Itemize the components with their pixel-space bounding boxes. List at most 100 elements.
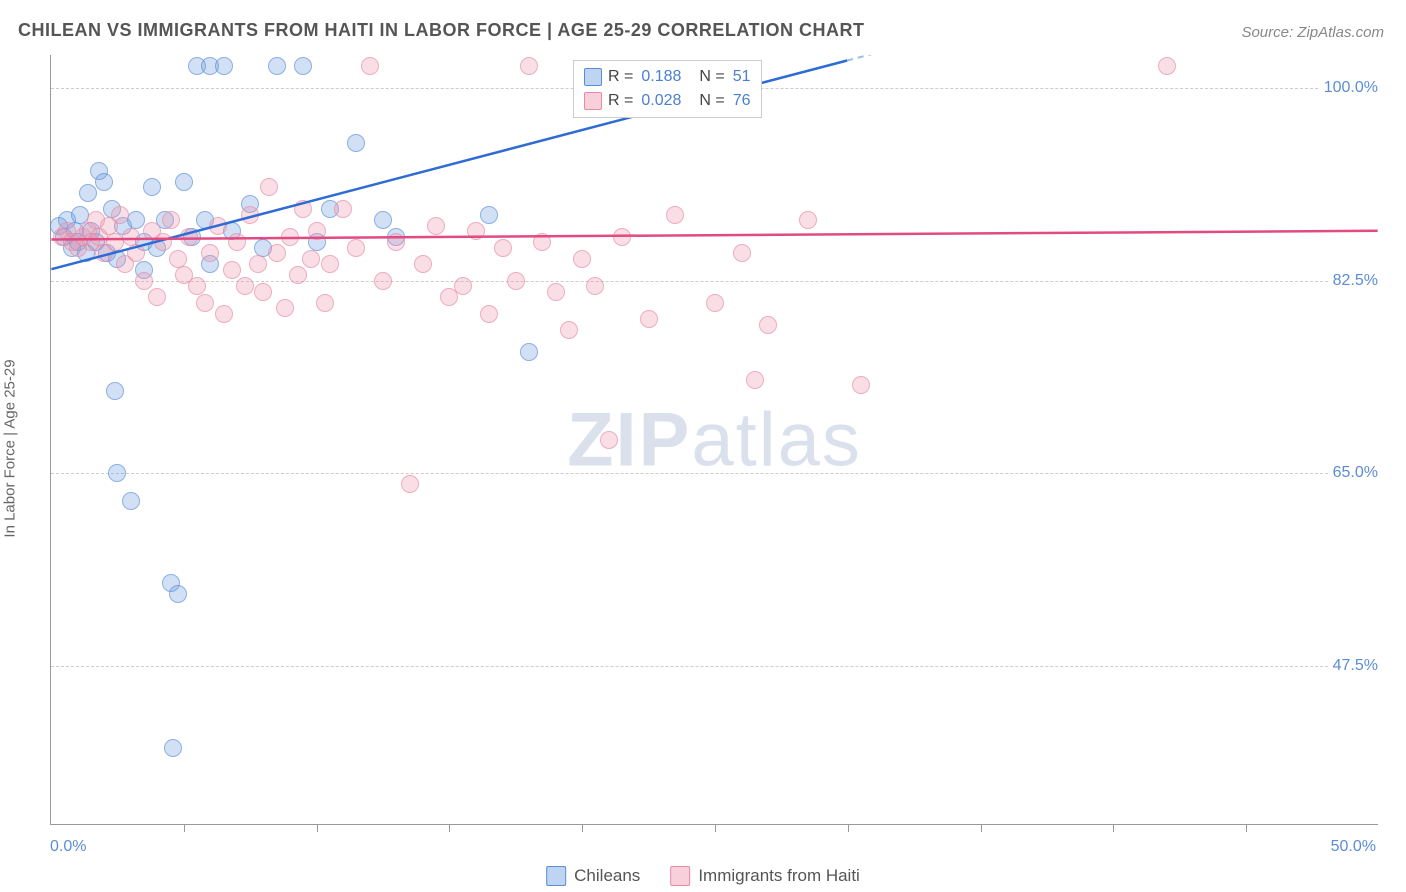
data-point-haiti: [196, 294, 214, 312]
x-tick: [981, 824, 982, 832]
data-point-haiti: [127, 244, 145, 262]
chart-title: CHILEAN VS IMMIGRANTS FROM HAITI IN LABO…: [18, 20, 865, 41]
data-point-haiti: [302, 250, 320, 268]
data-point-haiti: [533, 233, 551, 251]
data-point-chileans: [106, 382, 124, 400]
data-point-chileans: [480, 206, 498, 224]
data-point-haiti: [281, 228, 299, 246]
x-tick: [715, 824, 716, 832]
data-point-haiti: [122, 228, 140, 246]
data-point-haiti: [520, 57, 538, 75]
x-tick: [1113, 824, 1114, 832]
x-tick: [582, 824, 583, 832]
data-point-haiti: [480, 305, 498, 323]
data-point-haiti: [260, 178, 278, 196]
data-point-haiti: [374, 272, 392, 290]
data-point-haiti: [640, 310, 658, 328]
haiti-swatch: [584, 92, 602, 110]
n-label: N =: [699, 65, 724, 89]
n-value-chileans: 51: [733, 65, 751, 89]
x-tick: [848, 824, 849, 832]
data-point-haiti: [162, 211, 180, 229]
data-point-chileans: [95, 173, 113, 191]
r-label: R =: [608, 89, 633, 113]
data-point-haiti: [316, 294, 334, 312]
data-point-haiti: [1158, 57, 1176, 75]
data-point-haiti: [223, 261, 241, 279]
x-tick: [449, 824, 450, 832]
data-point-chileans: [169, 585, 187, 603]
data-point-haiti: [111, 206, 129, 224]
data-point-chileans: [520, 343, 538, 361]
y-tick-label: 100.0%: [1320, 79, 1382, 97]
data-point-haiti: [454, 277, 472, 295]
data-point-haiti: [547, 283, 565, 301]
data-point-chileans: [164, 739, 182, 757]
gridline: [51, 473, 1378, 474]
data-point-haiti: [560, 321, 578, 339]
data-point-haiti: [733, 244, 751, 262]
data-point-haiti: [154, 233, 172, 251]
data-point-haiti: [361, 57, 379, 75]
data-point-chileans: [215, 57, 233, 75]
data-point-haiti: [228, 233, 246, 251]
data-point-haiti: [334, 200, 352, 218]
trend-lines: [51, 55, 1378, 824]
plot-area: 47.5%65.0%82.5%100.0% R = 0.188 N = 51 R…: [50, 55, 1378, 825]
stats-legend: R = 0.188 N = 51 R = 0.028 N = 76: [573, 60, 762, 118]
data-point-haiti: [215, 305, 233, 323]
data-point-chileans: [143, 178, 161, 196]
data-point-chileans: [127, 211, 145, 229]
data-point-haiti: [427, 217, 445, 235]
trendline-dash-chileans: [847, 55, 1378, 60]
data-point-haiti: [852, 376, 870, 394]
data-point-haiti: [666, 206, 684, 224]
legend-label-haiti: Immigrants from Haiti: [698, 866, 860, 886]
data-point-haiti: [188, 277, 206, 295]
x-axis-min-label: 0.0%: [50, 838, 86, 856]
data-point-haiti: [494, 239, 512, 257]
data-point-haiti: [706, 294, 724, 312]
data-point-haiti: [347, 239, 365, 257]
r-value-chileans: 0.188: [641, 65, 681, 89]
data-point-chileans: [79, 184, 97, 202]
n-label: N =: [699, 89, 724, 113]
data-point-chileans: [268, 57, 286, 75]
chileans-swatch-icon: [546, 866, 566, 886]
data-point-haiti: [467, 222, 485, 240]
data-point-chileans: [374, 211, 392, 229]
data-point-haiti: [254, 283, 272, 301]
data-point-haiti: [249, 255, 267, 273]
x-tick: [184, 824, 185, 832]
r-value-haiti: 0.028: [641, 89, 681, 113]
data-point-haiti: [799, 211, 817, 229]
stats-row-haiti: R = 0.028 N = 76: [584, 89, 751, 113]
y-tick-label: 65.0%: [1329, 464, 1382, 482]
data-point-haiti: [759, 316, 777, 334]
data-point-haiti: [236, 277, 254, 295]
data-point-haiti: [148, 288, 166, 306]
r-label: R =: [608, 65, 633, 89]
source-label: Source: ZipAtlas.com: [1241, 24, 1384, 41]
data-point-haiti: [289, 266, 307, 284]
data-point-chileans: [347, 134, 365, 152]
data-point-haiti: [414, 255, 432, 273]
x-axis-max-label: 50.0%: [1331, 838, 1376, 856]
legend-item-haiti: Immigrants from Haiti: [670, 866, 860, 886]
chileans-swatch: [584, 68, 602, 86]
data-point-haiti: [241, 206, 259, 224]
y-axis-label: In Labor Force | Age 25-29: [2, 359, 19, 537]
n-value-haiti: 76: [733, 89, 751, 113]
y-tick-label: 82.5%: [1329, 272, 1382, 290]
data-point-haiti: [180, 228, 198, 246]
data-point-haiti: [613, 228, 631, 246]
data-point-haiti: [573, 250, 591, 268]
legend-label-chileans: Chileans: [574, 866, 640, 886]
data-point-haiti: [294, 200, 312, 218]
stats-row-chileans: R = 0.188 N = 51: [584, 65, 751, 89]
data-point-haiti: [600, 431, 618, 449]
data-point-haiti: [387, 233, 405, 251]
haiti-swatch-icon: [670, 866, 690, 886]
data-point-haiti: [209, 217, 227, 235]
data-point-haiti: [268, 244, 286, 262]
